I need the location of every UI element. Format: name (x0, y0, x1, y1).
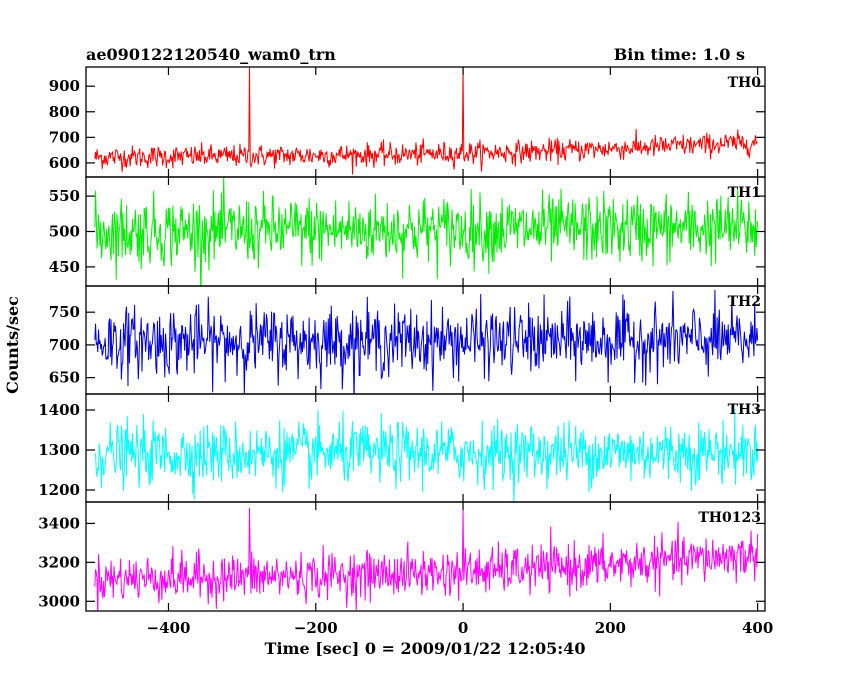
figure-header: ae090122120540_wam0_trn Bin time: 1.0 s (86, 45, 745, 64)
panel-label: TH0123 (698, 510, 761, 526)
bin-time-label: Bin time: 1.0 s (614, 45, 745, 64)
series-line-th2 (94, 289, 759, 394)
panel-label: TH2 (728, 294, 761, 310)
x-tick-label: 0 (458, 619, 468, 637)
panel-frame (85, 66, 766, 178)
y-tick-label: 800 (49, 103, 80, 121)
y-tick-label: 500 (49, 223, 80, 241)
panel-label: TH3 (728, 402, 761, 418)
x-tick-label: −200 (294, 619, 338, 637)
y-tick-label: 750 (49, 303, 80, 321)
y-tick-label: 1400 (38, 401, 80, 419)
series-line-th0 (94, 67, 758, 175)
y-tick-label: 3000 (38, 592, 80, 610)
y-axis-title: Counts/sec (3, 296, 22, 394)
x-axis: −400 −200 0 200 400 (147, 619, 774, 637)
panel-frame (85, 501, 766, 612)
panel-th0123: 3000 3200 3400 TH0123 (38, 501, 766, 612)
series-line-th0123 (94, 507, 759, 611)
panel-th0: 600 700 800 900 TH0 (49, 66, 766, 178)
x-tick-label: 400 (742, 619, 773, 637)
panel-th1: 450 500 550 TH1 (49, 176, 766, 287)
y-tick-label: 1200 (38, 481, 80, 499)
y-tick-label: 3200 (38, 553, 80, 571)
y-tick-label: 700 (49, 128, 80, 146)
y-tick-label: 700 (49, 336, 80, 354)
y-tick-label: 450 (49, 258, 80, 276)
panel-th2: 650 700 750 TH2 (49, 285, 766, 395)
panel-label: TH0 (728, 75, 762, 91)
y-tick-label: 600 (49, 154, 80, 172)
x-tick-label: −400 (147, 619, 191, 637)
y-tick-label: 550 (49, 187, 80, 205)
chart-title: ae090122120540_wam0_trn (86, 45, 336, 64)
panels: 600 700 800 900 TH0 450 500 550 TH1 650 700 750 TH2 1… (38, 66, 766, 612)
series-line-th3 (94, 409, 759, 502)
x-tick-label: 200 (595, 619, 626, 637)
panel-label: TH1 (728, 185, 761, 201)
series-line-th1 (94, 177, 759, 286)
y-tick-label: 1300 (38, 441, 80, 459)
x-axis-title: Time [sec] 0 = 2009/01/22 12:05:40 (265, 639, 586, 658)
y-tick-label: 650 (49, 369, 80, 387)
y-tick-label: 900 (49, 77, 80, 95)
y-tick-label: 3400 (38, 514, 80, 532)
panel-th3: 1200 1300 1400 TH3 (38, 393, 766, 503)
